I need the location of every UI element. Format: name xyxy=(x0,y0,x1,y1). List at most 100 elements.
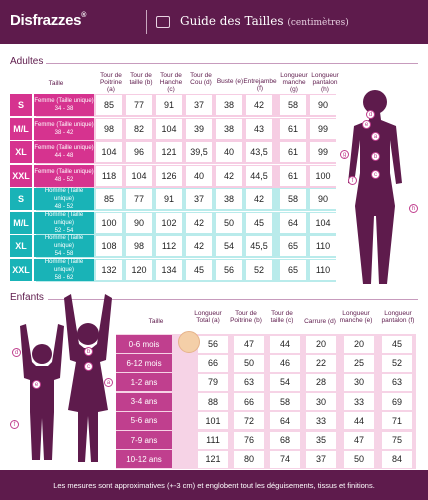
table-row xyxy=(116,372,416,393)
table-cell: 91 xyxy=(156,95,182,115)
size-label-gender: Femme (Taille unique) xyxy=(34,98,94,104)
table-cell: 45 xyxy=(246,212,272,233)
column-header-chest: Tour de Poitrine (a) xyxy=(99,72,123,93)
table-cell: 75 xyxy=(382,431,412,449)
woman-marker-g: g xyxy=(340,150,349,159)
page-title: Guide des Tailles (centimètres) xyxy=(180,14,349,28)
size-badge: XXL xyxy=(10,164,32,187)
kids-column-header-waist: Tour de taille (c) xyxy=(270,310,294,324)
table-cell: 66 xyxy=(234,393,264,411)
size-badge: S xyxy=(10,188,32,210)
table-row xyxy=(116,449,416,470)
table-row xyxy=(116,410,416,431)
table-cell: 42 xyxy=(216,165,242,186)
size-label-gender: Femme (Taille unique) xyxy=(34,121,94,128)
kids-size-label: 10-12 ans xyxy=(116,450,172,469)
table-row xyxy=(116,353,416,374)
table-cell: 33 xyxy=(306,412,336,430)
table-cell: 84 xyxy=(382,450,412,468)
table-cell: 50 xyxy=(234,354,264,372)
woman-silhouette xyxy=(348,90,402,284)
table-cell: 77 xyxy=(126,95,152,115)
size-label-range: 52 - 54 xyxy=(54,227,74,234)
woman-marker-a: a xyxy=(371,132,380,141)
table-cell: 61 xyxy=(280,165,306,186)
table-cell: 42 xyxy=(186,212,212,233)
table-cell: 71 xyxy=(382,412,412,430)
table-cell: 38 xyxy=(216,118,242,139)
table-cell: 108 xyxy=(96,236,122,256)
table-cell: 80 xyxy=(234,450,264,468)
table-cell: 112 xyxy=(156,236,182,256)
kids-size-label: 0-6 mois xyxy=(116,335,172,353)
table-cell: 44,5 xyxy=(246,165,272,186)
table-cell: 47 xyxy=(234,335,264,353)
header-divider xyxy=(146,10,147,34)
size-label-gender: Homme (Taille unique) xyxy=(44,235,84,249)
table-cell: 110 xyxy=(310,236,336,256)
table-cell: 22 xyxy=(306,354,336,372)
girl-marker-c: c xyxy=(84,362,93,371)
header-bar: Disfrazzes® Guide des Tailles (centimètr… xyxy=(0,0,428,44)
size-label: Homme (Taille unique) 54 - 58 xyxy=(34,235,94,257)
table-cell: 37 xyxy=(186,95,212,115)
size-label: Homme (Taille unique) 48 - 52 xyxy=(34,188,94,210)
size-label-range: 58 - 62 xyxy=(54,274,74,281)
table-cell: 56 xyxy=(198,335,228,353)
table-cell: 43,5 xyxy=(246,142,272,162)
kids-column-header-size: Taille xyxy=(148,318,164,325)
table-cell: 118 xyxy=(96,165,122,186)
table-cell: 33 xyxy=(344,393,374,411)
table-cell: 37 xyxy=(186,189,212,209)
table-cell: 101 xyxy=(198,412,228,430)
size-label: Homme (Taille unique) 52 - 54 xyxy=(34,211,94,234)
table-row xyxy=(116,430,416,450)
table-cell: 121 xyxy=(156,142,182,162)
table-cell: 111 xyxy=(198,431,228,449)
size-badge: XXL xyxy=(10,258,32,281)
table-cell: 64 xyxy=(280,212,306,233)
table-cell: 54 xyxy=(270,373,300,391)
table-cell: 68 xyxy=(270,431,300,449)
size-label-range: 34 - 38 xyxy=(54,106,74,112)
table-cell: 44 xyxy=(270,335,300,353)
table-cell: 91 xyxy=(156,189,182,209)
woman-marker-c: c xyxy=(371,170,380,179)
table-cell: 132 xyxy=(96,259,122,280)
table-cell: 50 xyxy=(216,212,242,233)
girl-silhouette xyxy=(64,294,112,462)
table-cell: 46 xyxy=(270,354,300,372)
size-label-range: 48 - 52 xyxy=(54,204,74,210)
kids-size-label: 6-12 mois xyxy=(116,354,172,373)
size-label-range: 54 - 58 xyxy=(54,251,74,257)
size-label-gender: Homme (Taille unique) xyxy=(44,258,84,273)
size-label-range: 38 - 42 xyxy=(54,129,74,136)
size-label-gender: Femme (Taille unique) xyxy=(34,145,94,151)
woman-marker-d: d xyxy=(366,110,375,119)
table-cell: 74 xyxy=(270,450,300,468)
table-cell: 39 xyxy=(186,118,212,139)
kids-size-label: 1-2 ans xyxy=(116,373,172,392)
section-divider xyxy=(48,299,418,300)
girl-marker-a: a xyxy=(104,378,113,387)
girl-marker-b: b xyxy=(84,347,93,356)
column-header-bust: Buste (e) xyxy=(216,78,244,85)
table-cell: 38 xyxy=(216,189,242,209)
table-cell: 100 xyxy=(310,165,336,186)
table-cell: 65 xyxy=(280,236,306,256)
table-cell: 134 xyxy=(156,259,182,280)
size-label: Femme (Taille unique) 38 - 42 xyxy=(34,117,94,140)
kids-size-label: 7-9 ans xyxy=(116,431,172,449)
size-label: Femme (Taille unique) 34 - 38 xyxy=(34,94,94,116)
boy-silhouette xyxy=(20,324,64,460)
table-cell: 90 xyxy=(126,212,152,233)
size-badge: XL xyxy=(10,141,32,163)
table-cell: 38 xyxy=(216,95,242,115)
table-cell: 39,5 xyxy=(186,142,212,162)
table-cell: 126 xyxy=(156,165,182,186)
column-header-trouser: Longueur pantalon (h) xyxy=(311,72,339,93)
table-cell: 30 xyxy=(344,373,374,391)
table-cell: 90 xyxy=(310,189,336,209)
table-cell: 28 xyxy=(306,373,336,391)
table-cell: 102 xyxy=(156,212,182,233)
